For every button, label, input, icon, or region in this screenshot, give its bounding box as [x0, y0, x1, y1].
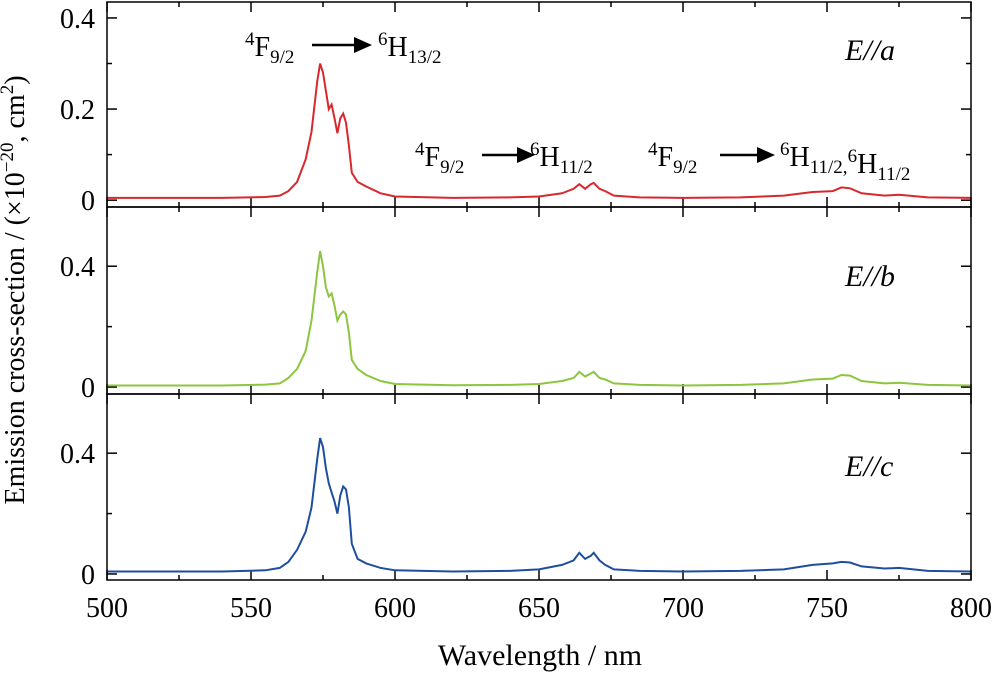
annotation-final: 6H13/2	[378, 29, 442, 68]
y-label-sup: 2	[0, 85, 18, 95]
panel-frame	[106, 393, 972, 581]
annotation-initial: 4F9/2	[415, 139, 464, 178]
level-sub: 9/2	[673, 157, 697, 178]
level-base: F	[658, 142, 674, 173]
spectrum-line	[107, 63, 972, 199]
y-tick-label: 0.2	[60, 95, 95, 126]
level-sub: 11/2	[877, 164, 910, 185]
level-sub: 13/2	[408, 47, 442, 68]
annotation-arrowhead	[517, 147, 535, 163]
y-tick-label: 0	[81, 560, 95, 591]
y-tick-label: 0.4	[60, 439, 95, 470]
spectrum-line	[107, 250, 972, 387]
level-sup: 4	[415, 139, 425, 160]
level-base: H	[857, 149, 877, 180]
y-tick-label: 0.4	[60, 252, 95, 283]
annotation-initial: 4F9/2	[245, 29, 294, 68]
x-tick-label: 800	[950, 593, 992, 624]
level-sub: 9/2	[440, 157, 464, 178]
annotation-final: 6H11/2	[530, 139, 593, 178]
annotation-final: 6H11/2,6H11/2	[780, 139, 910, 185]
y-axis-label: Emission cross-section / (×10−20, cm2)	[0, 75, 31, 504]
y-label-part: Emission cross-section / (×10	[0, 172, 31, 504]
panel-label: E//c	[844, 450, 893, 483]
annotation-arrowhead	[354, 37, 372, 53]
y-tick-label: 0	[81, 186, 95, 217]
level-sup: 6	[780, 139, 790, 160]
spectrum-line	[107, 437, 972, 573]
y-label-sup: −20	[0, 143, 18, 173]
level-sup: 6	[530, 139, 540, 160]
x-axis-label: Wavelength / nm	[438, 639, 642, 672]
panel-label: E//b	[844, 260, 895, 293]
x-tick-label: 750	[806, 593, 848, 624]
level-sub: 11/2,	[810, 157, 848, 178]
level-base: F	[255, 32, 271, 63]
x-tick-label: 700	[662, 593, 704, 624]
y-tick-label: 0	[81, 373, 95, 404]
level-sup: 4	[245, 29, 255, 50]
level-sup: 6	[378, 29, 388, 50]
level-base: F	[425, 142, 441, 173]
level-sup: 4	[648, 139, 658, 160]
level-sup: 6	[848, 146, 858, 167]
annotation-initial: 4F9/2	[648, 139, 697, 178]
x-tick-label: 650	[518, 593, 560, 624]
panel-label: E//a	[844, 34, 895, 67]
level-base: H	[388, 32, 408, 63]
level-sub: 9/2	[270, 47, 294, 68]
y-label-part: )	[0, 75, 31, 84]
panel-frame	[106, 206, 972, 395]
x-tick-label: 500	[86, 593, 128, 624]
level-base: H	[790, 142, 810, 173]
x-tick-label: 600	[374, 593, 416, 624]
x-tick-label: 550	[230, 593, 272, 624]
y-label-part: , cm	[0, 94, 31, 142]
annotation-arrowhead	[757, 147, 775, 163]
level-base: H	[540, 142, 560, 173]
y-tick-label: 0.4	[60, 4, 95, 35]
level-sub: 11/2	[560, 157, 593, 178]
